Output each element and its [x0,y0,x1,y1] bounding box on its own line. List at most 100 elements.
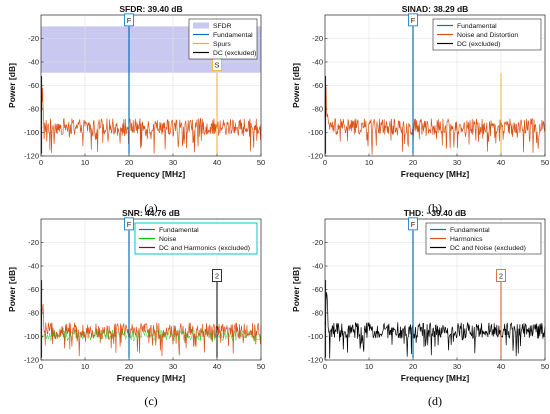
legend-box [134,222,258,255]
peak-marker-box [408,13,418,27]
y-tick-label: -60 [28,81,39,90]
x-axis-label: Frequency [MHz] [117,373,186,383]
y-tick-label: -60 [312,285,323,294]
y-tick-label: -80 [312,309,323,318]
panel-caption: (a) [144,201,157,215]
y-tick-label: -60 [28,285,39,294]
peak-marker-label: 2 [499,272,503,281]
peak-marker-label: F [411,16,416,25]
peak-marker-box [408,217,418,231]
x-tick-label: 50 [257,158,265,167]
legend-entry: Fundamental [159,227,199,234]
legend-entry: DC and Noise (excluded) [450,245,526,252]
y-tick-label: -20 [28,238,39,247]
chart-panel-3: 0 10 20 30 40 50 -20 -40 -60 -80 -100 -120 SNR: 44.7… [7,208,265,408]
panel-caption: (c) [144,394,157,408]
panel-caption: (b) [428,201,442,215]
x-tick-label: 20 [125,158,133,167]
x-tick-label: 20 [409,158,417,167]
peak-marker-label: F [411,220,416,229]
legend-entry: DC and Harmonics (excluded) [159,245,250,252]
legend-entry: Spurs [213,41,231,48]
noise-trace [324,86,546,155]
legend-entry: Noise [159,236,177,243]
legend-entry: Harmonics [450,236,483,243]
peak-marker-box [124,217,134,231]
y-axis-label: Power [dB] [291,267,301,312]
legend-entry: Fundamental [457,23,497,30]
y-tick-label: -20 [28,34,39,43]
x-tick-label: 30 [453,362,461,371]
chart-panel-2: 0 10 20 30 40 50 -20 -40 -60 -80 -100 -120 SINAD: 38… [291,4,549,215]
x-tick-label: 0 [323,362,327,371]
peak-marker-box [124,13,134,27]
x-tick-label: 10 [365,362,373,371]
noise-trace [40,303,262,357]
peak-marker-label: S [214,61,219,70]
y-tick-label: -80 [312,105,323,114]
legend-entry: DC (excluded) [457,41,500,48]
x-tick-label: 30 [453,158,461,167]
x-axis-label: Frequency [MHz] [401,169,470,179]
x-tick-label: 0 [39,362,43,371]
y-tick-label: -100 [24,332,39,341]
y-axis-label: Power [dB] [7,63,17,108]
chart-title: SFDR: 39.40 dB [119,4,182,14]
y-tick-label: -40 [312,262,323,271]
legend-entry: DC (excluded) [213,50,256,57]
noise-trace [40,87,262,154]
y-tick-label: -40 [28,58,39,67]
y-tick-label: -20 [312,238,323,247]
y-tick-label: -100 [24,128,39,137]
legend-entry: SFDR [213,23,232,30]
peak-marker-label: F [127,16,132,25]
y-axis-label: Power [dB] [7,267,17,312]
x-tick-label: 10 [81,158,89,167]
peak-marker-label: 2 [215,272,219,281]
legend-entry: Noise and Distortion [457,32,518,39]
y-tick-label: -80 [28,105,39,114]
panel-caption: (d) [428,394,442,408]
x-tick-label: 40 [497,158,505,167]
x-axis-label: Frequency [MHz] [117,169,186,179]
peak-marker-label: F [127,220,132,229]
y-tick-label: -100 [308,332,323,341]
legend-entry: Fundamental [450,227,490,234]
y-tick-label: -20 [312,34,323,43]
y-tick-label: -40 [312,58,323,67]
noise-green-trace [41,329,262,342]
y-tick-label: -60 [312,81,323,90]
x-axis-label: Frequency [MHz] [401,373,470,383]
peak-marker-box [496,269,506,282]
chart-title: THD: −39.40 dB [404,208,467,218]
chart-title: SINAD: 38.29 dB [402,4,469,14]
y-tick-label: -100 [308,128,323,137]
chart-title: SNR: 44.76 dB [122,208,180,218]
x-tick-label: 0 [39,158,43,167]
peak-marker-box [212,269,222,282]
x-tick-label: 30 [169,362,177,371]
x-tick-label: 20 [409,362,417,371]
x-tick-label: 40 [213,362,221,371]
y-tick-label: -120 [24,356,39,365]
y-tick-label: -120 [24,152,39,161]
x-tick-label: 20 [125,362,133,371]
x-tick-label: 50 [541,362,549,371]
x-tick-label: 50 [541,158,549,167]
noise-trace [324,292,546,359]
chart-panel-4: 0 10 20 30 40 50 -20 -40 -60 -80 -100 -120 THD: −39.… [291,208,549,408]
chart-panel-1: 0 10 20 30 40 50 -20 -40 -60 -80 -100 -120 SFDR: 39.… [7,4,265,215]
y-tick-label: -120 [308,356,323,365]
legend-swatch [193,22,209,29]
x-tick-label: 50 [257,362,265,371]
legend-entry: Fundamental [213,32,253,39]
y-tick-label: -40 [28,262,39,271]
x-tick-label: 30 [169,158,177,167]
x-tick-label: 40 [213,158,221,167]
x-tick-label: 10 [365,158,373,167]
y-tick-label: -80 [28,309,39,318]
y-axis-label: Power [dB] [291,63,301,108]
x-tick-label: 0 [323,158,327,167]
y-tick-label: -120 [308,152,323,161]
